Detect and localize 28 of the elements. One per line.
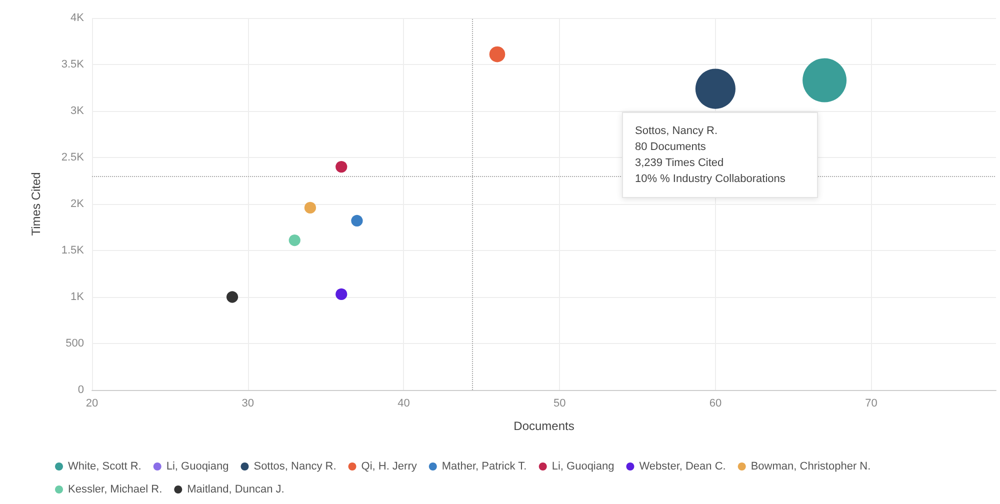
legend-label: Li, Guoqiang (166, 460, 229, 472)
legend-label: Maitland, Duncan J. (187, 484, 284, 496)
legend-label: Webster, Dean C. (639, 460, 726, 472)
y-tick-label: 500 (66, 338, 84, 350)
y-tick-label: 2K (70, 198, 85, 210)
x-tick-label: 30 (242, 398, 254, 410)
x-tick-label: 50 (553, 398, 566, 410)
legend-label: Sottos, Nancy R. (254, 460, 336, 472)
y-tick-label: 1K (70, 291, 85, 303)
y-tick-label: 2.5K (61, 152, 85, 164)
y-tick-label: 3K (70, 105, 85, 117)
y-axis-title: Times Cited (29, 172, 43, 236)
y-tick-label: 0 (78, 384, 84, 396)
y-tick-label: 1.5K (61, 244, 85, 256)
legend-label: Bowman, Christopher N. (750, 460, 871, 472)
x-axis-title: Documents (514, 419, 574, 433)
tooltip-panel: Sottos, Nancy R. 80 Documents 3,239 Times Cited 10% % Industry Collaborations (622, 112, 818, 198)
x-tick-label: 70 (865, 398, 878, 410)
x-tick-label: 60 (709, 398, 722, 410)
x-tick-label: 20 (86, 398, 98, 410)
legend-label: Mather, Patrick T. (442, 460, 527, 472)
y-tick-label: 4K (70, 12, 85, 24)
legend-label: White, Scott R. (68, 460, 142, 472)
y-tick-label: 3.5K (61, 58, 85, 70)
legend-label: Kessler, Michael R. (68, 484, 162, 496)
legend-label: Li, Guoqiang (552, 460, 614, 472)
legend-label: Qi, H. Jerry (361, 460, 418, 472)
x-tick-label: 40 (398, 398, 410, 410)
